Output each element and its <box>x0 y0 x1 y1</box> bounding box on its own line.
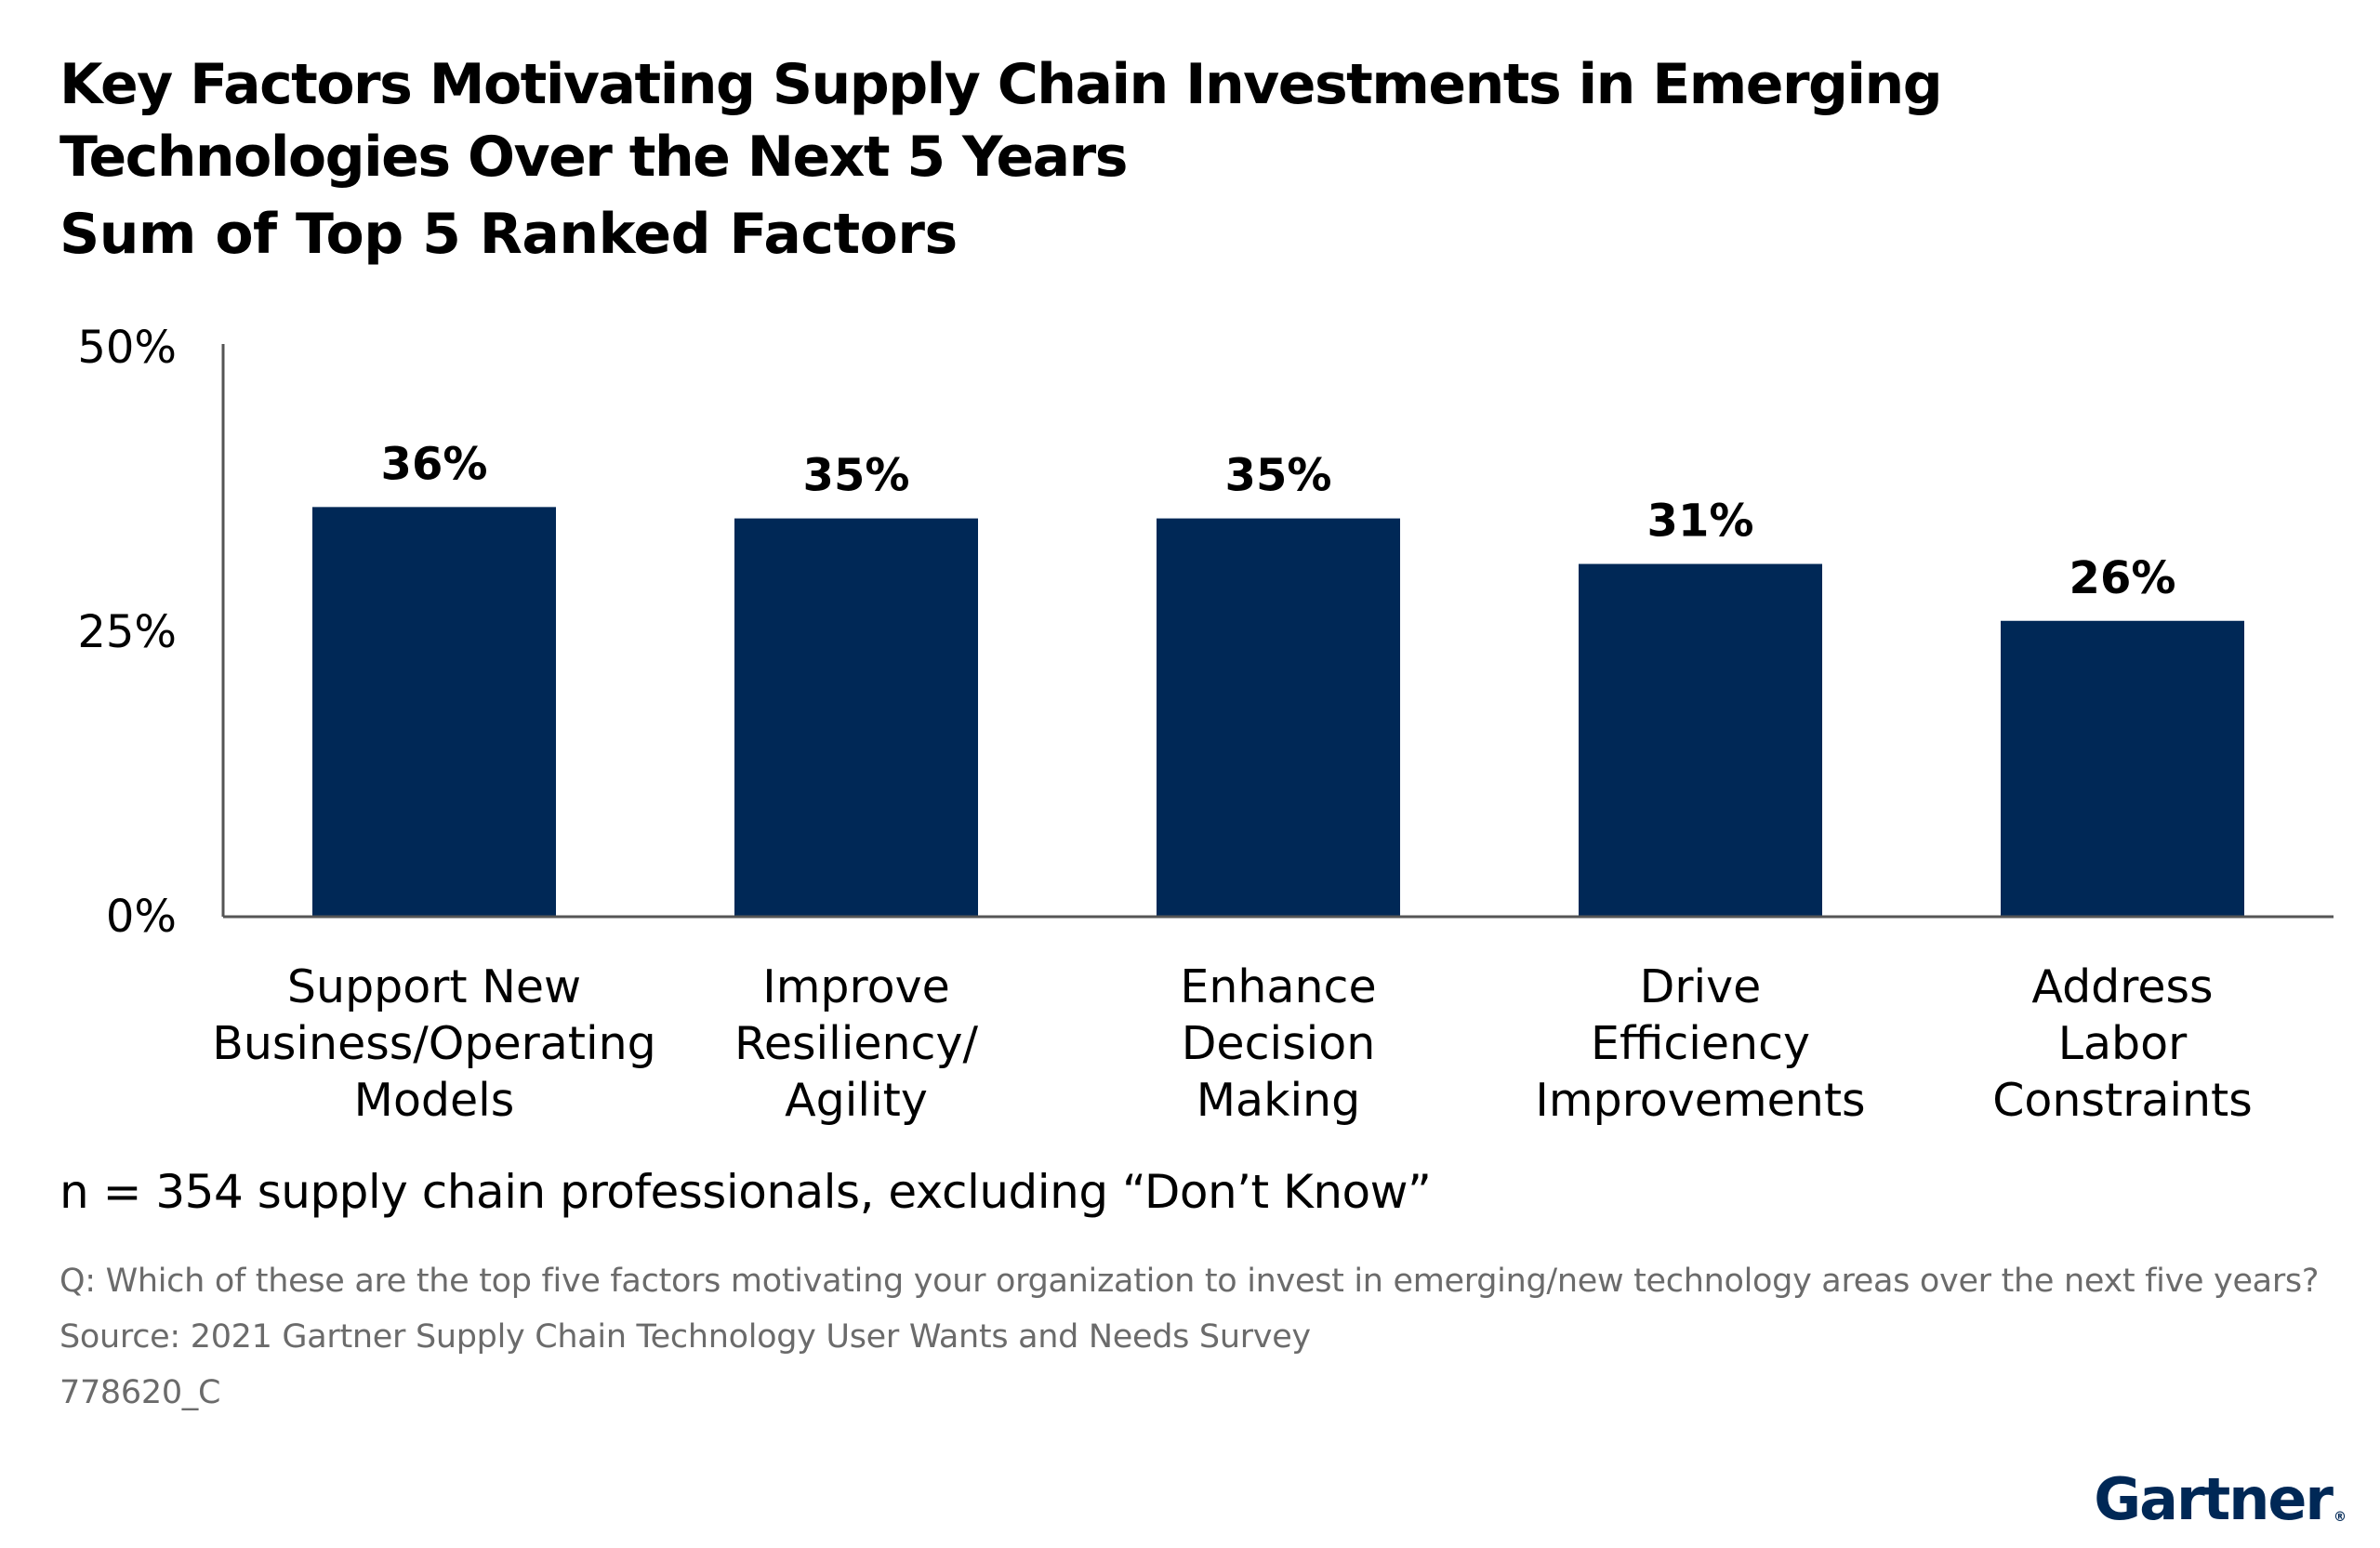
x-tick-label-line: Efficiency <box>1591 1017 1810 1070</box>
value-label-group: 36% 35% 35% 31% 26% <box>381 438 2176 603</box>
x-tick-label-line: Improvements <box>1535 1074 1865 1127</box>
x-tick-label-line: Address <box>2031 960 2213 1013</box>
x-tick-label-line: Support New <box>287 960 581 1013</box>
x-tick-label-line: Agility <box>785 1074 928 1127</box>
x-tick-label: Address Labor Constraints <box>1992 960 2253 1127</box>
chart-subtitle: Sum of Top 5 Ranked Factors <box>60 202 958 267</box>
x-tick-label-line: Business/Operating <box>212 1017 656 1070</box>
bar <box>1157 518 1400 917</box>
logo-text: Gartner <box>2094 1465 2334 1533</box>
bar-value-label: 31% <box>1647 496 1754 548</box>
bar-value-label: 36% <box>381 438 488 490</box>
x-tick-label-line: Improve <box>762 960 949 1013</box>
x-tick-label: Support New Business/Operating Models <box>212 960 656 1127</box>
x-axis-labels: Support New Business/Operating Models Impro… <box>212 960 2253 1127</box>
chart-title: Key Factors Motivating Supply Chain Inve… <box>60 52 1943 190</box>
x-tick-label: Enhance Decision Making <box>1180 960 1376 1127</box>
gartner-logo: Gartner ® <box>2094 1465 2347 1533</box>
bar <box>312 507 556 917</box>
x-tick-label-line: Models <box>354 1074 515 1127</box>
bar <box>1579 563 1822 917</box>
bar <box>2001 620 2244 917</box>
x-tick-label: Improve Resiliency/Agility <box>734 960 979 1127</box>
x-tick-label-line: Labor <box>2058 1017 2188 1070</box>
bar-value-label: 35% <box>803 450 910 502</box>
sample-size-note: n = 354 supply chain professionals, excl… <box>60 1165 1432 1219</box>
bar-chart: 0% 25% 50% 36% 35% 35% 31% 26% Support New Busi… <box>77 322 2334 1127</box>
x-tick-label-line: Making <box>1197 1074 1360 1127</box>
x-tick-label-line: Decision <box>1182 1017 1376 1070</box>
y-axis-ticks: 0% 25% 50% <box>77 322 177 943</box>
survey-question: Q: Which of these are the top five facto… <box>60 1263 2320 1300</box>
y-tick-label: 25% <box>77 606 177 658</box>
bar <box>734 518 978 917</box>
x-tick-label: Drive Efficiency Improvements <box>1535 960 1865 1127</box>
bar-value-label: 26% <box>2069 552 2176 604</box>
x-tick-label-line: Constraints <box>1992 1074 2253 1127</box>
bar-value-label: 35% <box>1225 450 1332 502</box>
x-tick-label-line: Drive <box>1640 960 1762 1013</box>
x-tick-label-line: Resiliency/ <box>734 1017 979 1070</box>
x-tick-label-line: Enhance <box>1180 960 1376 1013</box>
bar-group <box>312 507 2244 917</box>
y-tick-label: 0% <box>106 891 177 943</box>
source-note: Source: 2021 Gartner Supply Chain Techno… <box>60 1318 1311 1356</box>
chart-id-code: 778620_C <box>60 1374 221 1411</box>
y-tick-label: 50% <box>77 322 177 374</box>
